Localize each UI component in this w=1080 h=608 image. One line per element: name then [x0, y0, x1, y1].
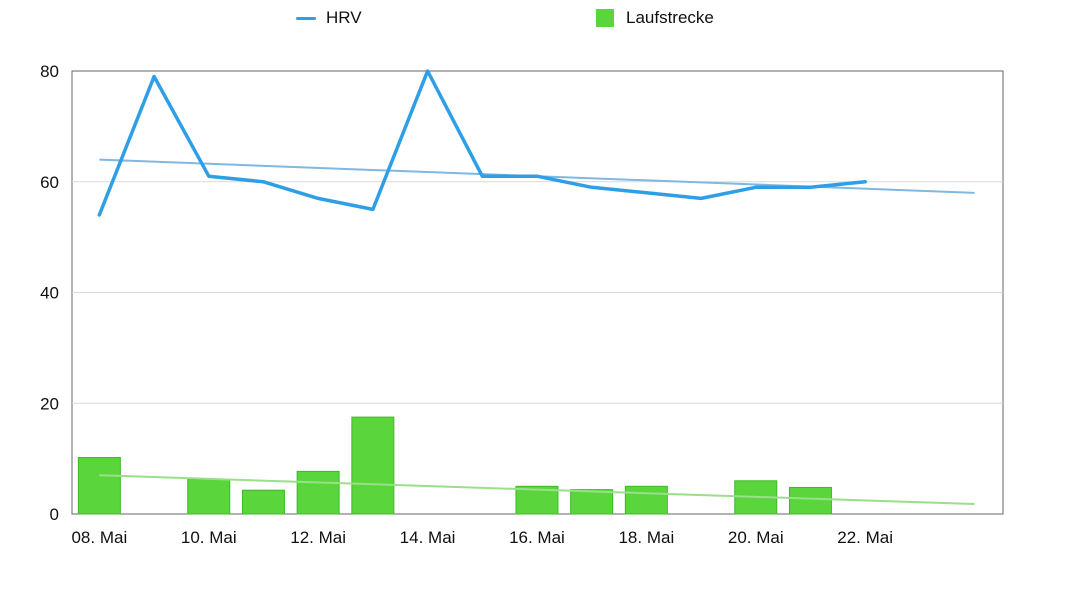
bar-laufstrecke	[570, 489, 614, 515]
x-tick-label: 14. Mai	[400, 528, 456, 547]
y-tick-label: 20	[40, 394, 59, 413]
bar-laufstrecke	[351, 416, 395, 515]
bar-laufstrecke	[788, 486, 832, 515]
x-tick-label: 08. Mai	[71, 528, 127, 547]
legend-item-laufstrecke: Laufstrecke	[596, 7, 714, 29]
bar-laufstrecke	[296, 470, 340, 515]
y-tick-label: 0	[50, 505, 59, 524]
bar-laufstrecke	[187, 478, 231, 515]
y-tick-label: 60	[40, 173, 59, 192]
x-tick-label: 18. Mai	[618, 528, 674, 547]
x-tick-label: 10. Mai	[181, 528, 237, 547]
bar-laufstrecke	[77, 457, 121, 515]
x-tick-label: 16. Mai	[509, 528, 565, 547]
bar-laufstrecke	[624, 485, 668, 515]
line-hrv	[97, 69, 867, 217]
legend-label-hrv: HRV	[326, 8, 362, 27]
y-tick-label: 80	[40, 62, 59, 81]
bar-laufstrecke	[241, 489, 285, 515]
x-tick-label: 12. Mai	[290, 528, 346, 547]
legend-item-hrv: HRV	[296, 7, 362, 29]
legend-swatch-hrv	[296, 16, 316, 20]
x-tick-label: 20. Mai	[728, 528, 784, 547]
legend-swatch-laufstrecke	[596, 9, 614, 27]
trendline-laufstrecke	[99, 474, 975, 506]
x-tick-label: 22. Mai	[837, 528, 893, 547]
legend-label-laufstrecke: Laufstrecke	[626, 8, 714, 27]
y-tick-label: 40	[40, 284, 59, 303]
